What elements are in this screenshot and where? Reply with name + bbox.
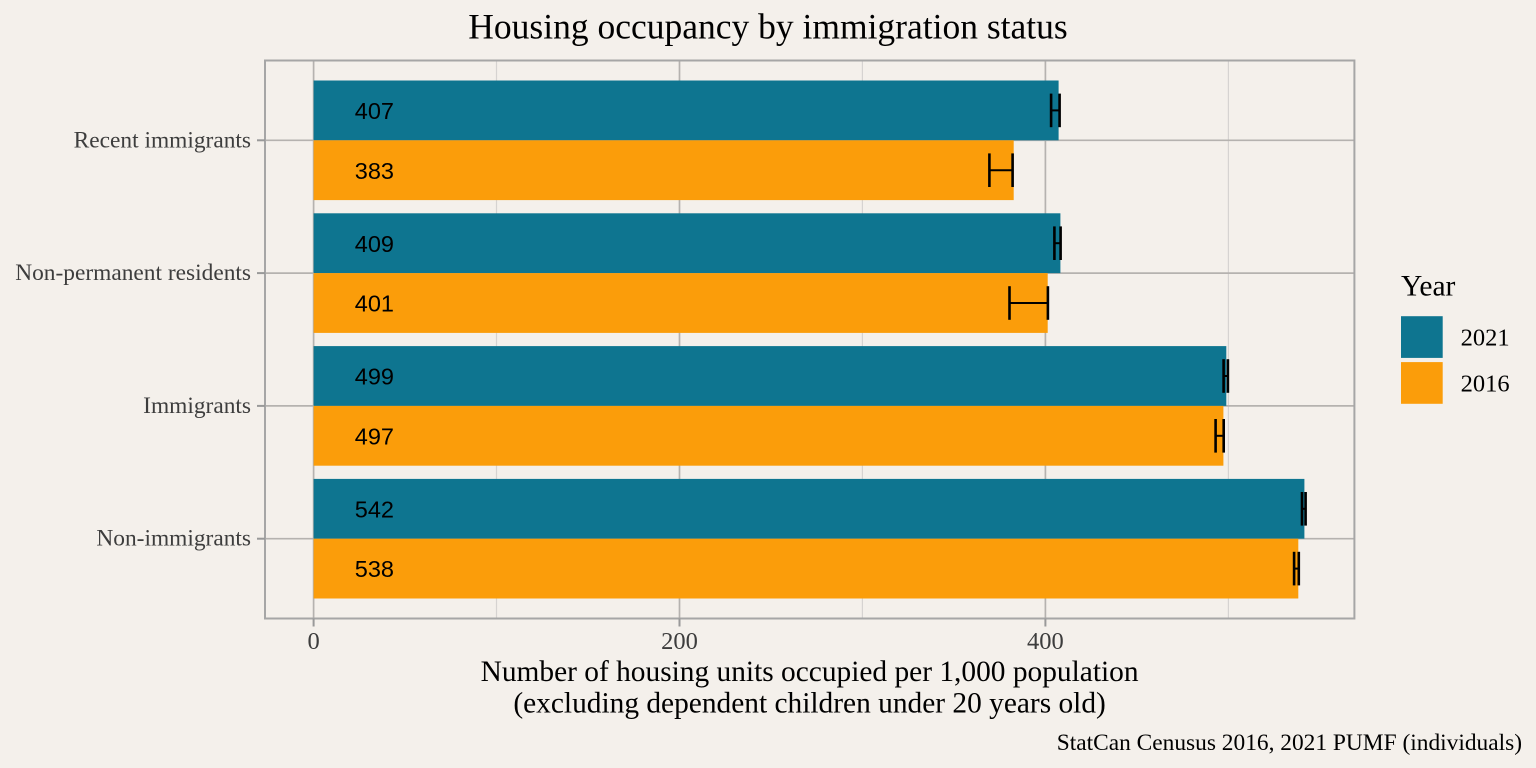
svg-text:Immigrants: Immigrants (143, 393, 251, 419)
svg-text:Non-permanent residents: Non-permanent residents (15, 260, 251, 286)
svg-text:(excluding dependent children: (excluding dependent children under 20 y… (513, 687, 1106, 719)
svg-text:407: 407 (355, 98, 394, 124)
svg-text:Year: Year (1401, 270, 1456, 302)
svg-text:2016: 2016 (1461, 371, 1510, 398)
svg-text:499: 499 (355, 364, 394, 390)
svg-text:Recent immigrants: Recent immigrants (74, 127, 251, 153)
svg-text:383: 383 (355, 158, 394, 184)
svg-text:400: 400 (1027, 628, 1064, 655)
svg-text:497: 497 (355, 423, 394, 449)
svg-text:409: 409 (355, 231, 394, 257)
svg-text:0: 0 (307, 628, 319, 655)
svg-text:200: 200 (661, 628, 698, 655)
svg-text:Housing occupancy by immigrati: Housing occupancy by immigration status (468, 6, 1067, 46)
svg-text:Non-immigrants: Non-immigrants (96, 526, 251, 552)
svg-text:StatCan Cenusus 2016, 2021 PUM: StatCan Cenusus 2016, 2021 PUMF (individ… (1057, 730, 1522, 756)
svg-text:538: 538 (355, 556, 394, 582)
svg-text:Number of housing units occupi: Number of housing units occupied per 1,0… (481, 656, 1139, 688)
svg-text:2021: 2021 (1461, 325, 1510, 352)
svg-text:401: 401 (355, 291, 394, 317)
svg-text:542: 542 (355, 496, 394, 522)
